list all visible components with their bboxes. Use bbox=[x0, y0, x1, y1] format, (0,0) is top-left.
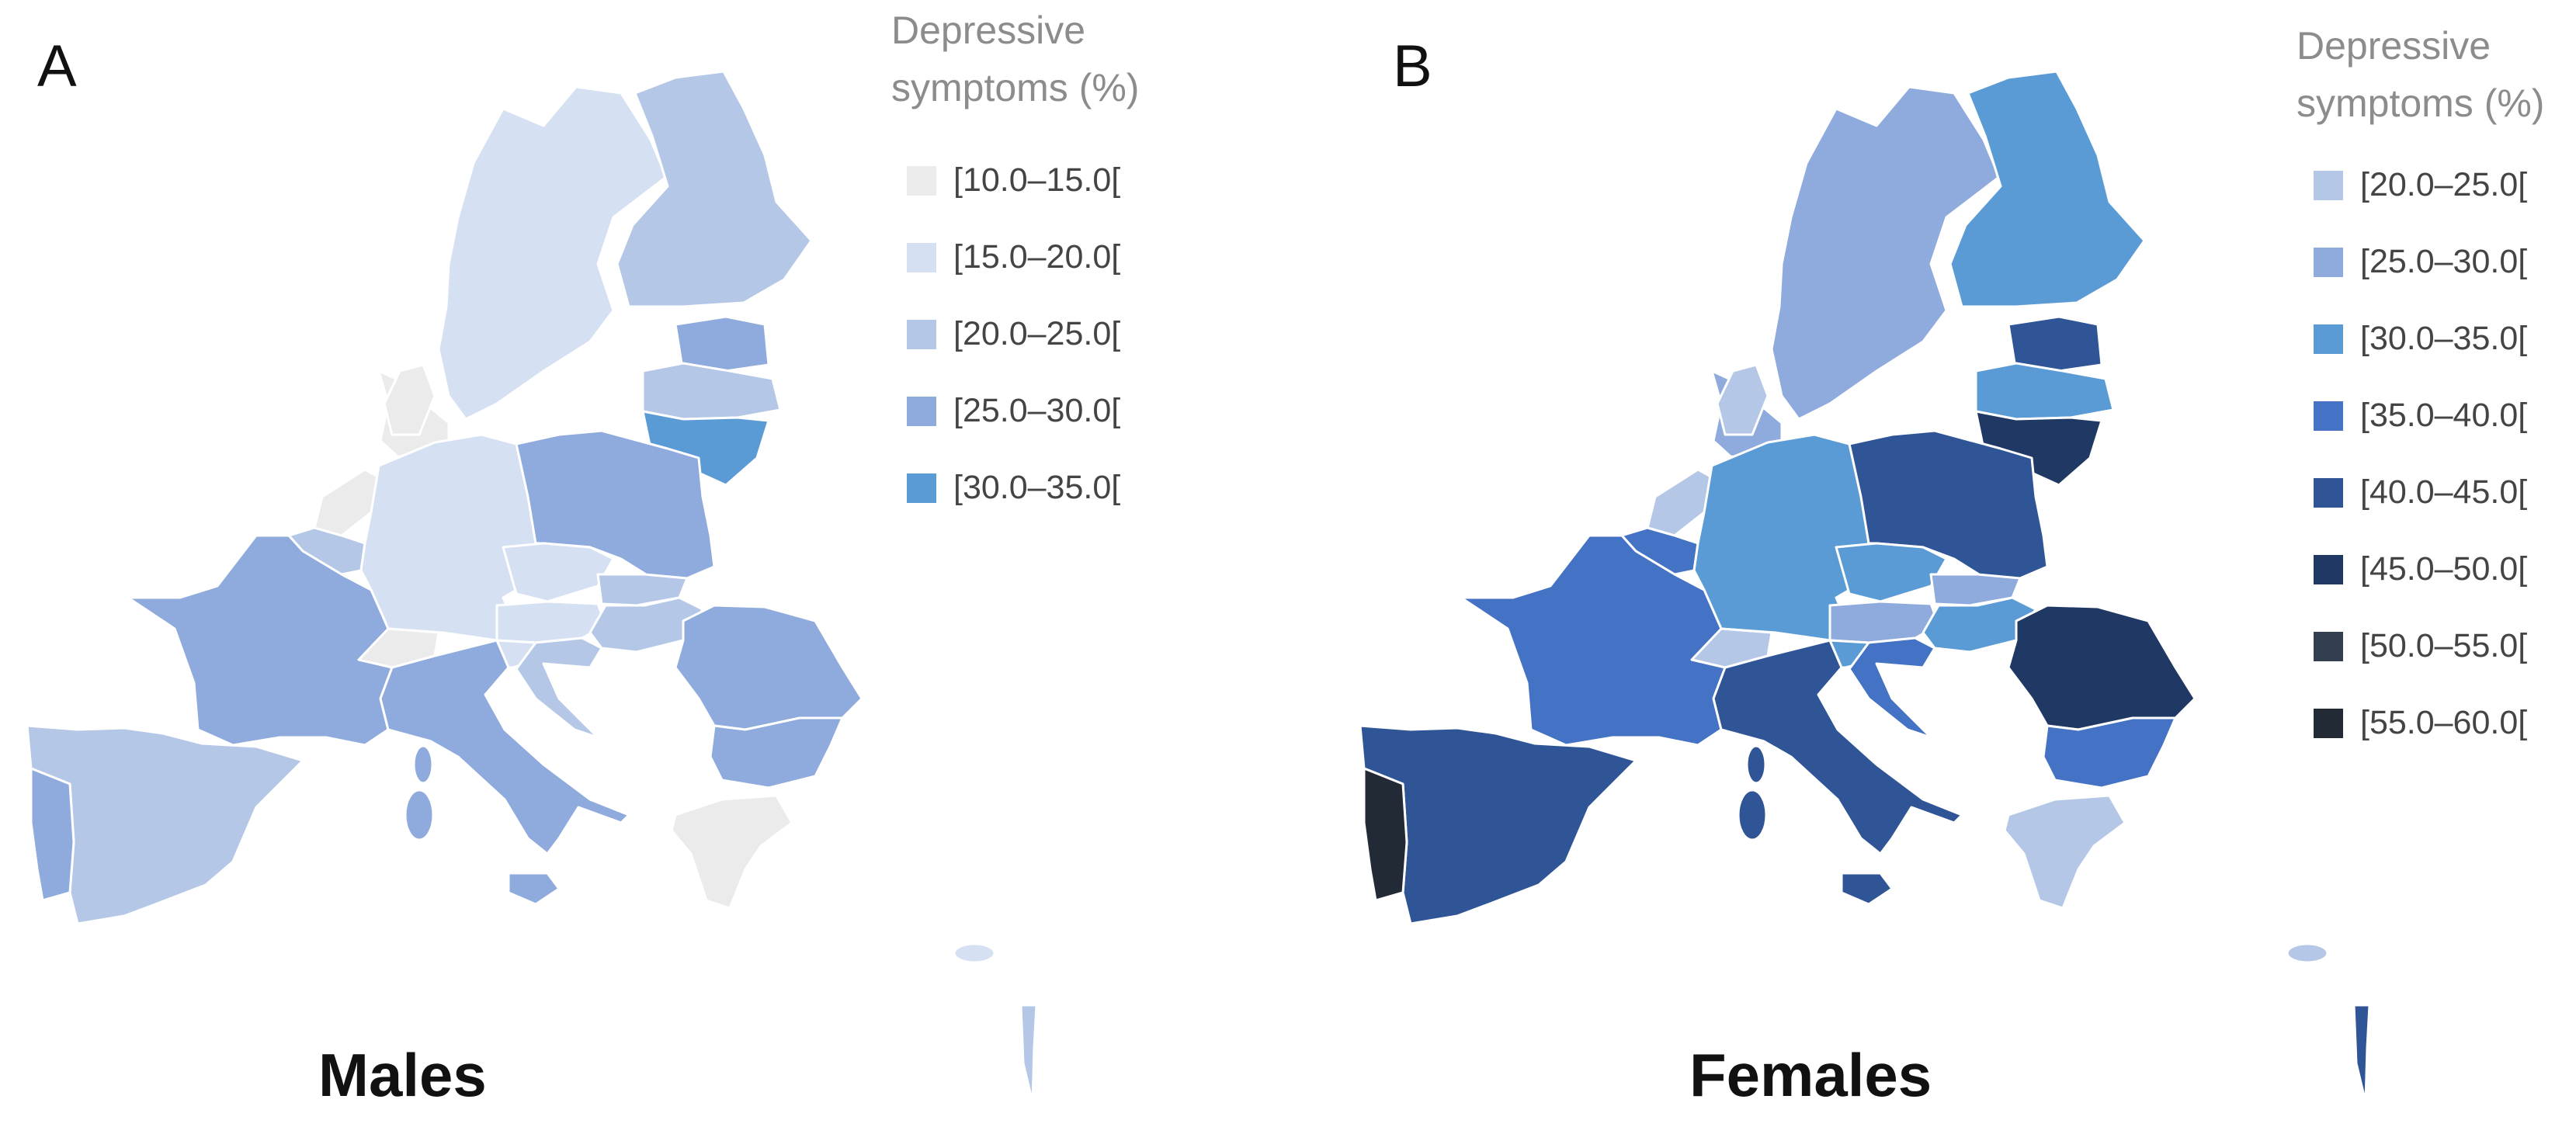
legend-title: Depressive symptoms (%) bbox=[2297, 24, 2545, 125]
legend-swatch bbox=[2314, 554, 2343, 584]
legend-swatch bbox=[2314, 324, 2343, 354]
legend-swatch bbox=[2314, 477, 2343, 508]
region-denmark[interactable] bbox=[1716, 363, 1769, 436]
region-latvia[interactable] bbox=[641, 362, 782, 421]
legend-label: [40.0–45.0[ bbox=[2360, 473, 2528, 511]
region-sardinia[interactable] bbox=[1737, 789, 1768, 841]
legend-title: Depressive symptoms (%) bbox=[891, 9, 1140, 109]
legend-swatch bbox=[907, 473, 936, 503]
region-austria[interactable] bbox=[1828, 600, 1940, 644]
region-bulgaria[interactable] bbox=[2042, 716, 2177, 789]
legend-label: [50.0–55.0[ bbox=[2360, 627, 2528, 664]
legend-swatch bbox=[2314, 708, 2343, 738]
region-cyprus[interactable] bbox=[2286, 942, 2329, 964]
legend-label: [10.0–15.0[ bbox=[953, 161, 1121, 199]
legend-item: [25.0–30.0[ bbox=[907, 373, 1120, 449]
legend-swatch bbox=[907, 319, 936, 349]
legend: [20.0–25.0[ [25.0–30.0[ [30.0–35.0[ [35.… bbox=[2314, 147, 2527, 761]
panel-females: B Depressive symptoms bbox=[1288, 0, 2576, 1127]
choropleth-map-males bbox=[26, 70, 1038, 1104]
legend-swatch bbox=[907, 396, 936, 426]
legend-item: [20.0–25.0[ bbox=[907, 296, 1120, 373]
legend-item: [55.0–60.0[ bbox=[2314, 685, 2527, 761]
legend-swatch bbox=[907, 242, 936, 272]
legend-item: [25.0–30.0[ bbox=[2314, 224, 2527, 300]
legend-label: [35.0–40.0[ bbox=[2360, 397, 2528, 434]
region-sardinia[interactable] bbox=[404, 789, 435, 841]
region-israel[interactable] bbox=[2352, 1004, 2371, 1104]
region-corsica[interactable] bbox=[1745, 744, 1767, 785]
region-sweden[interactable] bbox=[1770, 85, 2001, 421]
legend-swatch bbox=[2314, 631, 2343, 661]
region-corsica[interactable] bbox=[412, 744, 434, 785]
legend-item: [50.0–55.0[ bbox=[2314, 608, 2527, 685]
legend-item: [20.0–25.0[ bbox=[2314, 147, 2527, 224]
legend-item: [35.0–40.0[ bbox=[2314, 377, 2527, 454]
region-sweden[interactable] bbox=[437, 85, 668, 421]
region-israel[interactable] bbox=[1019, 1004, 1038, 1104]
region-romania[interactable] bbox=[674, 604, 863, 731]
legend-item: [40.0–45.0[ bbox=[2314, 454, 2527, 531]
region-czechia[interactable] bbox=[1835, 542, 1948, 603]
legend-label: [30.0–35.0[ bbox=[953, 469, 1121, 506]
region-finland[interactable] bbox=[616, 70, 813, 308]
legend-label: [25.0–30.0[ bbox=[2360, 243, 2528, 280]
legend-item: [10.0–15.0[ bbox=[907, 142, 1120, 219]
legend-label: [25.0–30.0[ bbox=[953, 392, 1121, 429]
legend-item: [45.0–50.0[ bbox=[2314, 531, 2527, 608]
legend-label: [45.0–50.0[ bbox=[2360, 550, 2528, 588]
region-bulgaria[interactable] bbox=[709, 716, 844, 789]
panel-letter: A bbox=[37, 33, 77, 99]
region-portugal[interactable] bbox=[30, 767, 75, 902]
region-greece[interactable] bbox=[2003, 794, 2126, 910]
legend-swatch bbox=[2314, 401, 2343, 431]
legend-swatch bbox=[907, 165, 936, 196]
legend: [10.0–15.0[ [15.0–20.0[ [20.0–25.0[ [25.… bbox=[907, 142, 1120, 526]
region-italy[interactable] bbox=[379, 639, 630, 855]
legend-item: [15.0–20.0[ bbox=[907, 219, 1120, 296]
choropleth-map-females bbox=[1359, 70, 2371, 1104]
legend-label: [30.0–35.0[ bbox=[2360, 320, 2528, 357]
region-estonia[interactable] bbox=[2007, 315, 2103, 373]
legend-label: [15.0–20.0[ bbox=[953, 238, 1121, 276]
panel-caption: Females bbox=[1689, 1041, 1932, 1109]
panel-letter: B bbox=[1393, 33, 1432, 99]
region-estonia[interactable] bbox=[674, 315, 770, 373]
region-croatia[interactable] bbox=[515, 636, 603, 739]
region-sicily[interactable] bbox=[507, 872, 561, 906]
legend-swatch bbox=[2314, 247, 2343, 277]
region-finland[interactable] bbox=[1949, 70, 2146, 308]
legend-swatch bbox=[2314, 170, 2343, 200]
region-czechia[interactable] bbox=[502, 542, 615, 603]
legend-item: [30.0–35.0[ bbox=[2314, 300, 2527, 377]
legend-item: [30.0–35.0[ bbox=[907, 449, 1120, 526]
region-greece[interactable] bbox=[670, 794, 793, 910]
panel-males: A Depressive symptoms (%) bbox=[26, 9, 1140, 1109]
region-italy[interactable] bbox=[1712, 639, 1963, 855]
region-latvia[interactable] bbox=[1974, 362, 2115, 421]
panel-caption: Males bbox=[318, 1041, 487, 1109]
region-romania[interactable] bbox=[2007, 604, 2196, 731]
region-sicily[interactable] bbox=[1840, 872, 1894, 906]
region-croatia[interactable] bbox=[1848, 636, 1936, 739]
legend-label: [20.0–25.0[ bbox=[953, 315, 1121, 352]
region-denmark[interactable] bbox=[383, 363, 436, 436]
region-cyprus[interactable] bbox=[953, 942, 996, 964]
legend-label: [20.0–25.0[ bbox=[2360, 166, 2528, 203]
region-austria[interactable] bbox=[495, 600, 607, 644]
legend-label: [55.0–60.0[ bbox=[2360, 704, 2528, 741]
region-portugal[interactable] bbox=[1363, 767, 1408, 902]
